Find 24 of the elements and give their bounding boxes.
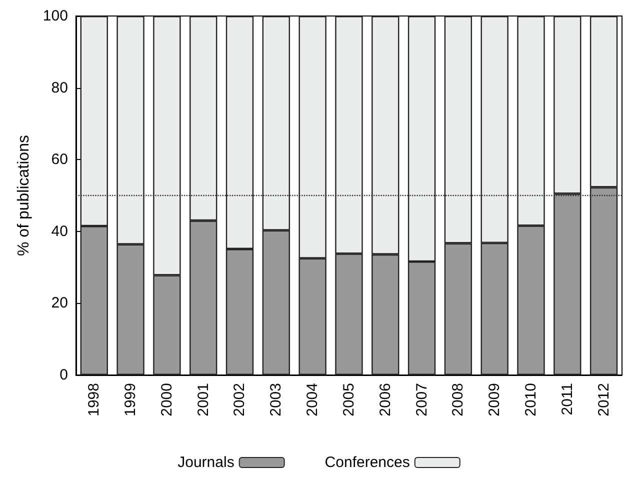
x-tick-label: 2008 (450, 383, 467, 416)
y-tick-label: 40 (51, 222, 68, 240)
y-tick-label: 20 (51, 294, 68, 312)
x-tick-label: 1998 (86, 383, 103, 416)
x-tick-label: 2001 (194, 383, 212, 416)
y-tick-label: 100 (42, 8, 68, 24)
x-tick-label: 1999 (122, 383, 140, 416)
x-tick-label: 2005 (340, 383, 358, 416)
x-tick-label: 2006 (376, 383, 394, 416)
x-tick-label: 2009 (486, 383, 504, 416)
y-tick-label: 80 (51, 79, 68, 96)
y-axis-title: % of publications (16, 135, 32, 256)
x-tick-label: 2000 (158, 383, 176, 416)
legend-label: Conferences (324, 454, 410, 471)
x-tick-label: 2011 (558, 383, 576, 416)
y-tick-label: 60 (51, 151, 68, 168)
x-tick-label: 2004 (304, 383, 322, 416)
x-tick-label: 2007 (413, 383, 430, 416)
x-tick-label: 2010 (522, 383, 540, 416)
y-tick-label: 0 (60, 366, 68, 384)
x-tick-label: 2003 (268, 383, 285, 416)
x-tick-label: 2012 (595, 383, 612, 416)
x-tick-label: 2002 (231, 383, 248, 416)
legend-label: Journals (178, 454, 234, 471)
